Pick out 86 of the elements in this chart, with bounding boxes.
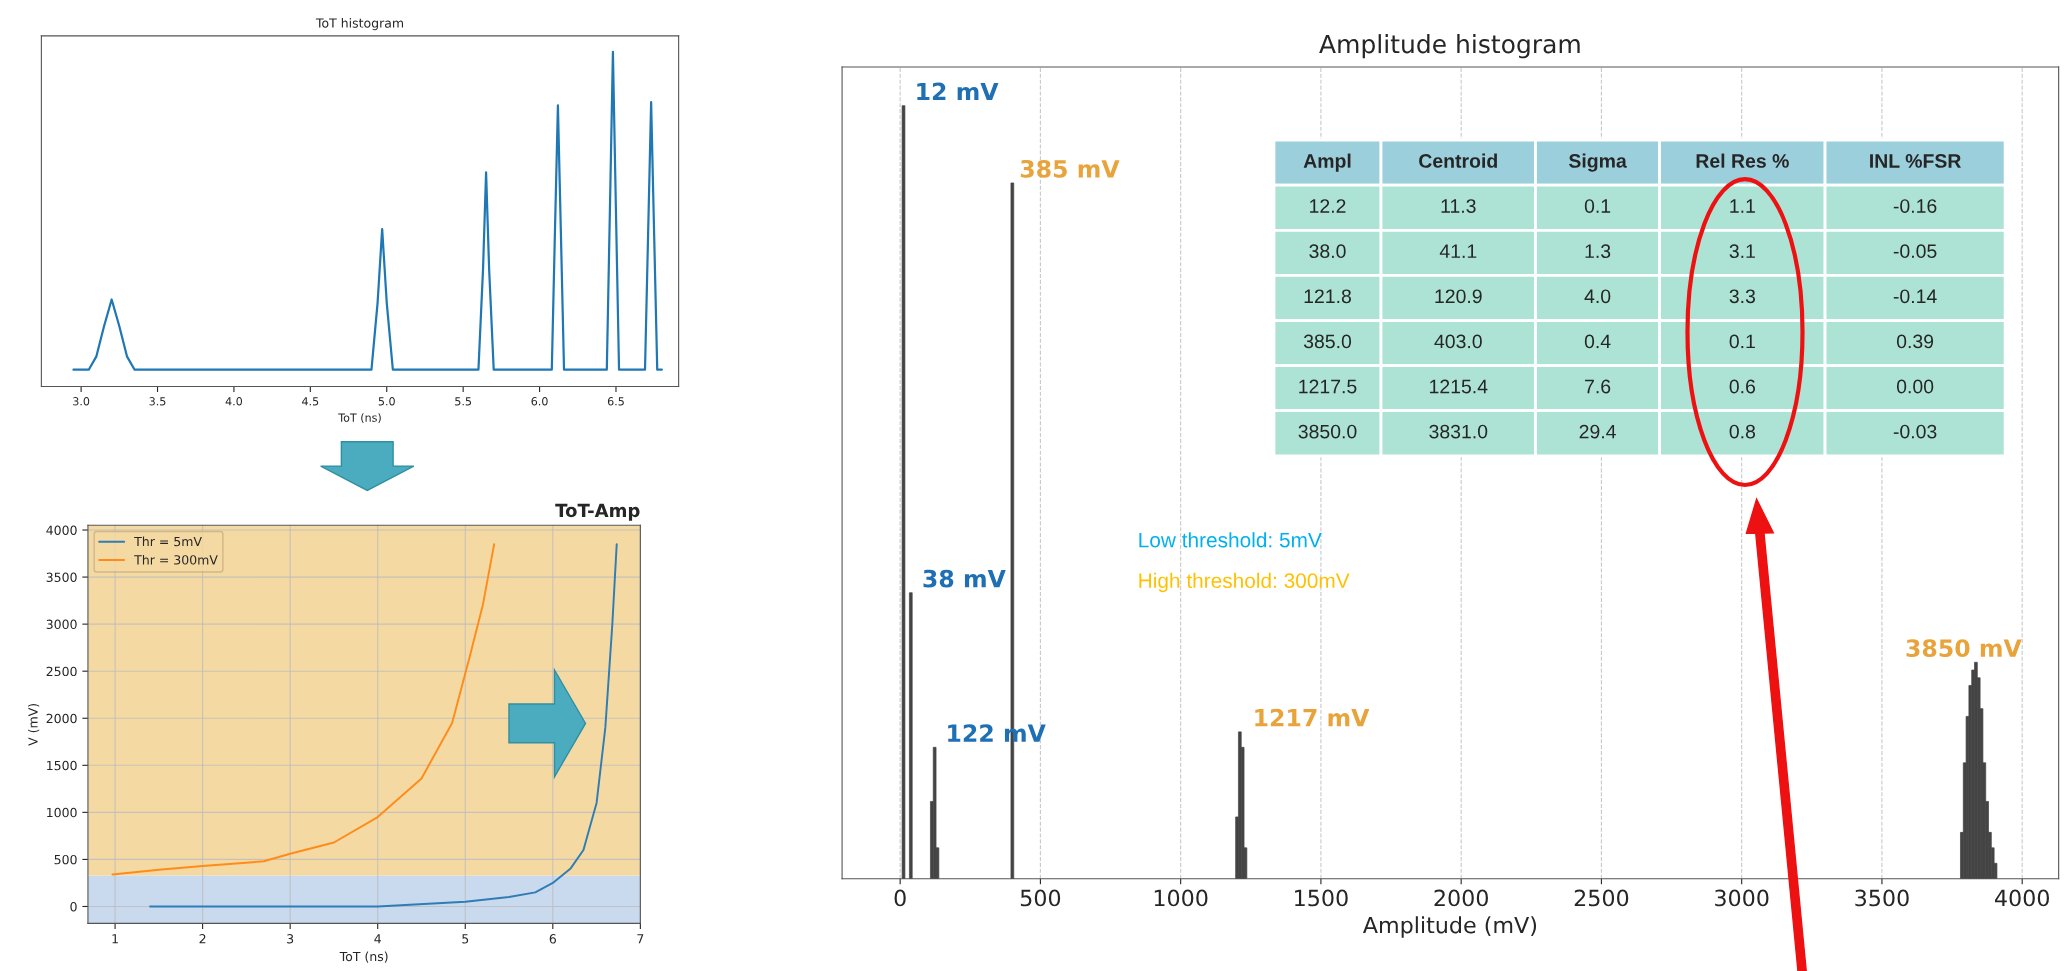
annotation: 1217.5 xyxy=(1299,379,1357,394)
annotation: -0.16 xyxy=(1893,199,1937,213)
annotation: 1217 mV xyxy=(1255,708,1370,727)
y-tick-label: 500 xyxy=(54,854,77,865)
y-tick-label: 2000 xyxy=(46,713,77,724)
annotation: 385.0 xyxy=(1303,334,1352,349)
annotation: 7.6 xyxy=(1585,379,1611,394)
bar xyxy=(932,746,937,879)
y-tick-label: 3000 xyxy=(46,619,77,630)
x-tick-label: 5 xyxy=(462,934,469,944)
y-tick-label: 4000 xyxy=(46,525,77,535)
annotation: 11.3 xyxy=(1441,199,1476,213)
annotation: 3.3 xyxy=(1729,289,1756,304)
x-tick-label: 5.0 xyxy=(378,397,395,406)
x-axis-title: ToT (ns) xyxy=(338,413,381,424)
bar xyxy=(901,105,906,879)
annotation: -0.03 xyxy=(1893,424,1937,439)
x-tick-label: 2500 xyxy=(1574,889,1629,907)
annotation: 12 mV xyxy=(917,82,999,101)
x-tick-label: 500 xyxy=(1020,889,1061,907)
x-tick-label: 1 xyxy=(112,934,118,944)
annotation: 1215.4 xyxy=(1430,379,1488,394)
x-tick-label: 5.5 xyxy=(455,397,472,406)
annotation: 38 mV xyxy=(923,569,1006,588)
annotation: 1.3 xyxy=(1585,244,1611,259)
y-axis-title: V (mV) xyxy=(28,703,40,746)
x-tick-label: 6.0 xyxy=(531,397,548,406)
y-tick-label: 1500 xyxy=(47,760,77,771)
annotation: Centroid xyxy=(1419,153,1497,168)
x-tick-label: 1500 xyxy=(1295,889,1348,907)
annotation: Low threshold: 5mV xyxy=(1139,532,1322,548)
x-tick-label: 6 xyxy=(549,934,556,944)
annotation: 0.6 xyxy=(1729,379,1756,394)
annotation: 0.4 xyxy=(1584,334,1611,349)
annotation: -0.05 xyxy=(1893,244,1937,259)
y-tick-label: 1000 xyxy=(47,807,77,818)
chart-title: ToT-Amp xyxy=(555,503,640,521)
annotation: 3.1 xyxy=(1729,244,1755,259)
chart-title: ToT histogram xyxy=(315,18,404,31)
x-tick-label: 4 xyxy=(374,934,381,944)
x-tick-label: 3.5 xyxy=(149,397,166,406)
annotation: Sigma xyxy=(1568,153,1627,172)
annotation: 0.00 xyxy=(1896,379,1934,394)
x-tick-label: 3500 xyxy=(1855,889,1909,907)
y-tick-label: 2500 xyxy=(46,666,77,677)
annotation: Ampl xyxy=(1303,153,1351,172)
annotation: Rel Res % xyxy=(1696,153,1789,168)
annotation: 3850 mV xyxy=(1906,639,2022,658)
annotation: 1.1 xyxy=(1730,199,1755,213)
annotation: 120.9 xyxy=(1435,289,1482,304)
bar xyxy=(909,592,913,879)
legend-label: Thr = 5mV xyxy=(134,536,202,547)
annotation: 4.0 xyxy=(1584,289,1611,304)
annotation: 121.8 xyxy=(1304,289,1351,304)
x-tick-label: 3 xyxy=(287,934,294,944)
x-tick-label: 2 xyxy=(199,934,206,944)
x-tick-label: 3000 xyxy=(1715,889,1769,907)
annotation: -0.14 xyxy=(1893,289,1937,304)
x-tick-label: 4.0 xyxy=(225,397,243,406)
annotation: 0.39 xyxy=(1896,334,1934,349)
y-tick-label: 3500 xyxy=(46,572,77,582)
x-tick-label: 4000 xyxy=(1995,889,2049,907)
x-tick-label: 6.5 xyxy=(607,397,624,406)
annotation: High threshold: 300mV xyxy=(1139,572,1350,593)
annotation: 0.8 xyxy=(1729,424,1756,439)
annotation: 29.4 xyxy=(1579,424,1616,439)
annotation: 38.0 xyxy=(1309,244,1346,259)
annotation: 3850.0 xyxy=(1298,424,1357,439)
x-tick-label: 2000 xyxy=(1434,889,1488,907)
legend-label: Thr = 300mV xyxy=(134,554,218,565)
x-tick-label: 7 xyxy=(637,934,644,944)
x-axis-title: ToT (ns) xyxy=(339,951,388,963)
x-tick-label: 0 xyxy=(894,889,906,907)
annotation: 12.2 xyxy=(1310,199,1346,213)
x-tick-label: 4.5 xyxy=(302,397,319,406)
annotation: INL %FSR xyxy=(1870,154,1961,168)
chart-title: Amplitude histogram xyxy=(1319,34,1580,59)
x-tick-label: 1000 xyxy=(1154,889,1208,907)
annotation: 403.0 xyxy=(1434,334,1482,349)
annotation: 41.1 xyxy=(1439,244,1477,258)
x-axis-title: Amplitude (mV) xyxy=(1362,916,1537,938)
annotation: 0.1 xyxy=(1584,199,1611,213)
annotation: 0.1 xyxy=(1729,334,1755,349)
annotation: 385 mV xyxy=(1020,159,1120,178)
annotation: 3831.0 xyxy=(1429,424,1488,439)
x-tick-label: 3.0 xyxy=(73,397,90,406)
